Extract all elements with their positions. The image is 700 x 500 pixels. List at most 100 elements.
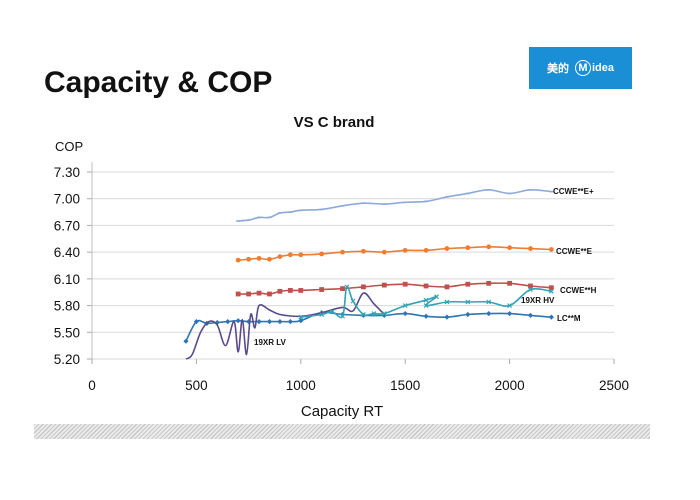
data-point-ccwe-e [548,247,554,252]
series-label-ccwe-h: CCWE**H [560,286,597,295]
data-point-ccwe-e [528,246,533,251]
data-point-ccwe-e [246,256,252,262]
data-point-ccwe-e [298,252,304,258]
data-point-19xr-hv [507,303,513,308]
y-tick-label: 6.10 [54,272,80,287]
x-tick-label: 1500 [390,378,420,393]
x-tick-label: 2500 [599,378,629,393]
data-point-ccwe-h [256,290,262,296]
data-point-ccwe-e [465,245,471,251]
data-point-19xr-hv [423,303,429,308]
data-point-lc-m [266,319,273,325]
data-point-lc-m [423,313,429,319]
series-label-19xr-hv: 19XR HV [521,296,555,305]
x-tick-label: 1000 [286,378,316,393]
data-point-ccwe-e [361,248,366,254]
data-point-lc-m [256,319,262,325]
data-point-ccwe-e [423,247,429,253]
data-point-ccwe-h [444,284,450,290]
chart-title: VS C brand [294,114,375,131]
data-point-lc-m [402,310,408,317]
data-point-ccwe-h [507,280,512,286]
series-label-ccwe-e: CCWE**E+ [553,187,594,196]
data-point-ccwe-h [361,284,366,290]
data-point-ccwe-h [235,291,241,297]
data-point-lc-m [465,311,471,318]
x-tick-label: 0 [88,378,96,393]
data-point-19xr-hv [319,312,325,317]
data-point-ccwe-e [402,247,408,253]
data-point-ccwe-e [340,249,345,255]
x-tick-label: 2000 [495,378,525,393]
data-point-ccwe-h [423,283,429,289]
data-point-19xr-hv [298,314,304,320]
logo-chinese-text: 美的 [546,63,569,75]
data-point-lc-m [444,314,450,320]
y-tick-label: 6.40 [54,245,80,260]
data-point-lc-m [287,319,293,325]
data-point-ccwe-e [277,254,283,259]
data-point-ccwe-h [340,286,345,292]
data-point-19xr-hv [444,299,450,305]
data-point-19xr-hv [350,298,356,304]
data-point-ccwe-e [256,255,262,261]
data-point-ccwe-e [507,245,512,251]
data-point-ccwe-h [298,288,304,293]
data-point-ccwe-h [465,281,471,287]
data-point-lc-m [507,310,513,317]
data-point-ccwe-h [246,291,251,297]
series-label-ccwe-e: CCWE**E [556,247,593,256]
logo-m-circle-icon: M [574,60,591,76]
y-tick-label: 7.00 [54,192,80,207]
series-line-19xr-lv [185,292,385,360]
data-point-19xr-hv [423,297,429,303]
data-point-19xr-hv [371,311,377,317]
data-point-ccwe-e [267,256,272,262]
data-point-ccwe-h [381,282,387,288]
data-point-ccwe-e [381,249,387,255]
data-point-19xr-hv [329,309,335,315]
data-point-lc-m [225,319,231,325]
y-axis-label: COP [55,139,83,154]
data-point-19xr-hv [465,299,471,305]
data-point-lc-m [235,318,241,324]
series-line-19xr-hv [300,285,552,319]
series-line-ccwe-h [238,282,552,295]
data-point-lc-m [298,318,304,324]
series-line-ccwe-e [238,245,552,261]
data-point-ccwe-h [319,287,325,292]
data-point-lc-m [183,338,189,344]
data-point-ccwe-e [486,244,492,250]
y-tick-label: 5.80 [54,299,80,314]
midea-logo: 美的 M idea [529,47,632,89]
data-point-19xr-hv [340,313,345,319]
y-tick-label: 6.70 [54,218,80,233]
data-point-19xr-hv [402,303,408,308]
data-point-19xr-hv [361,312,366,317]
data-point-19xr-hv [434,294,439,300]
data-point-ccwe-h [486,280,492,286]
data-point-19xr-hv [528,287,533,292]
data-point-ccwe-e [444,246,450,251]
slide-title: Capacity & COP [44,66,273,99]
data-point-lc-m [548,314,554,320]
data-point-ccwe-h [548,285,554,291]
series-label-lc-m: LC**M [557,314,581,323]
data-point-ccwe-h [287,288,293,293]
x-axis-label: Capacity RT [301,403,383,420]
y-tick-label: 5.20 [54,352,80,367]
data-point-19xr-hv [344,284,350,290]
data-point-ccwe-h [528,283,533,289]
y-tick-label: 7.30 [54,165,80,180]
series-line-ccwe-e [238,188,552,222]
x-tick-label: 500 [185,378,208,393]
data-point-ccwe-h [402,281,408,287]
data-point-lc-m [193,319,199,325]
data-point-ccwe-e [235,257,241,263]
data-point-ccwe-e [319,251,325,257]
data-point-ccwe-h [267,291,272,297]
data-point-lc-m [246,319,252,325]
data-point-lc-m [486,310,492,317]
data-point-19xr-hv [548,288,554,294]
